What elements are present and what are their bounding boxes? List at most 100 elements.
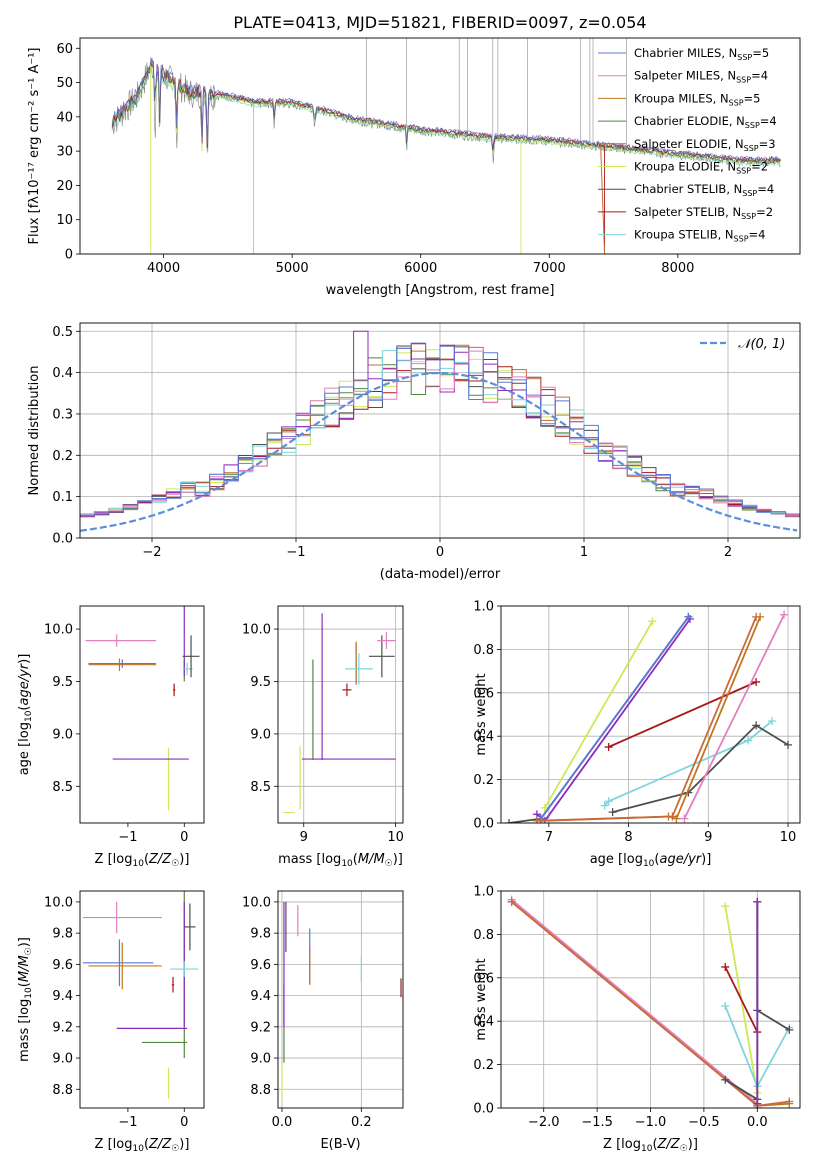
label-suffix: (	[652, 1137, 657, 1152]
label-math: age/yr	[659, 852, 702, 867]
y-axis-label: mass weight	[474, 958, 489, 1040]
y-axis-label-text: mass [log	[17, 999, 32, 1062]
x-tick-label: 4000	[147, 261, 180, 276]
legend-sub: SSP	[736, 76, 751, 85]
weight-line-path	[724, 966, 759, 1033]
weight-line	[753, 897, 794, 1034]
weight-marker	[780, 610, 789, 619]
legend-entry: Kroupa STELIB, NSSP=4	[634, 228, 765, 244]
label-math: age/yr	[17, 662, 32, 705]
weight-line	[600, 717, 777, 810]
label-suffix: )]	[17, 937, 32, 947]
weight-marker	[604, 743, 613, 752]
legend-entry: Salpeter MILES, NSSP=4	[634, 69, 768, 85]
y-tick-label: 9.5	[250, 675, 271, 690]
y-axis-label: age [log10(age/yr)]	[17, 654, 34, 776]
errorbars	[85, 606, 200, 811]
y-tick-label: 9.0	[250, 727, 271, 742]
y-tick-label: 9.5	[52, 675, 73, 690]
legend-sub: SSP	[736, 167, 751, 176]
y-tick-label: 30	[56, 145, 73, 160]
data-point	[368, 635, 395, 678]
y-tick-label: 9.2	[52, 1020, 73, 1035]
y-tick-label: 9.0	[52, 1052, 73, 1067]
model-spectrum	[111, 63, 782, 166]
weight-marker	[753, 1099, 762, 1108]
label-subscript: 10	[24, 710, 34, 722]
x-tick-label: −0.5	[688, 1115, 720, 1130]
data-point	[85, 634, 157, 647]
panel-mass_vs_Z: −1 08.89.09.29.49.69.810.0Z [log10(Z/Z☉)]…	[17, 890, 205, 1154]
axes-frame	[79, 605, 205, 824]
legend-name: Salpeter ELODIE, N	[634, 137, 744, 151]
x-axis-label-text: Z [log	[95, 852, 133, 867]
x-tick-label: 9	[300, 830, 308, 845]
x-tick-label: 0	[180, 830, 188, 845]
weight-marker	[785, 1025, 794, 1034]
weight-line	[604, 677, 761, 752]
legend-name: Chabrier MILES, N	[634, 46, 737, 60]
x-axis-label: E(B-V)	[320, 1137, 360, 1152]
legend-count: =4	[751, 69, 768, 83]
label-suffix: (	[17, 982, 32, 987]
axes-frame	[277, 890, 404, 1109]
weight-marker	[648, 617, 657, 626]
x-axis-label: (data-model)/error	[380, 567, 501, 582]
weight-marker	[721, 902, 730, 911]
y-tick-label: 0	[65, 248, 73, 263]
weight-line	[540, 617, 657, 812]
y-tick-label: 9.8	[52, 927, 73, 942]
legend-name: Chabrier STELIB, N	[634, 182, 742, 196]
data-point	[170, 961, 199, 977]
weight-marker	[608, 808, 617, 817]
y-tick-label: 0.1	[52, 490, 73, 505]
weight-marker	[540, 803, 549, 812]
y-tick-label: 8.5	[52, 780, 73, 795]
axes-frame	[500, 605, 801, 824]
panel-residuals: −2 −1 0 1 2 0.0 0.1 0.2 0.3 0.4 0.5 𝒩(0, 1) (data-mo…	[27, 322, 801, 582]
legend-sub: SSP	[741, 212, 756, 221]
weight-marker	[604, 797, 613, 806]
legend-count: =4	[757, 182, 774, 196]
x-tick-label: 0	[180, 1115, 188, 1130]
y-tick-label: 9.8	[250, 927, 271, 942]
x-axis-label-text: age [log	[590, 852, 643, 867]
x-tick-label: 10	[780, 830, 797, 845]
weight-marker	[507, 897, 516, 906]
y-axis-label: Normed distribution	[27, 366, 42, 496]
weight-line-path	[536, 616, 761, 822]
legend-sub: SSP	[734, 235, 749, 244]
y-tick-label: 0.0	[473, 1102, 494, 1117]
x-axis-label: mass [log10(M/M☉)]	[278, 852, 403, 869]
weight-line	[532, 612, 765, 823]
label-subscript: ☉	[24, 947, 34, 955]
x-tick-label: −1	[118, 1115, 137, 1130]
errorbars	[283, 613, 396, 814]
y-tick-label: 9.6	[52, 958, 73, 973]
x-tick-label: 0.0	[747, 1115, 768, 1130]
label-math: Z/Z	[148, 852, 172, 867]
weight-marker	[600, 801, 609, 810]
x-tick-label: 8000	[661, 261, 694, 276]
weight-marker	[504, 819, 513, 823]
histograms	[80, 330, 800, 532]
weight-line-path	[540, 616, 690, 820]
y-axis-label-text: age [log	[17, 722, 32, 775]
y-tick-label: 0.2	[473, 773, 494, 788]
x-tick-label: 8	[624, 830, 632, 845]
spectrum-lines	[111, 38, 782, 254]
y-tick-label: 0.5	[52, 325, 73, 340]
label-subscript: ☉	[680, 1144, 688, 1154]
weight-marker	[536, 816, 545, 823]
weight-marker	[721, 962, 730, 971]
legend-count: =2	[756, 205, 773, 219]
errorbars	[281, 901, 402, 1101]
weight-marker	[680, 814, 689, 823]
weight-line-path	[724, 1079, 758, 1101]
weight-marker	[752, 721, 761, 730]
x-tick-label: 7	[545, 830, 553, 845]
label-subscript: 10	[341, 859, 353, 869]
label-subscript: ☉	[171, 859, 179, 869]
axes-frame	[277, 605, 404, 824]
legend-entry: Chabrier ELODIE, NSSP=4	[634, 114, 777, 130]
